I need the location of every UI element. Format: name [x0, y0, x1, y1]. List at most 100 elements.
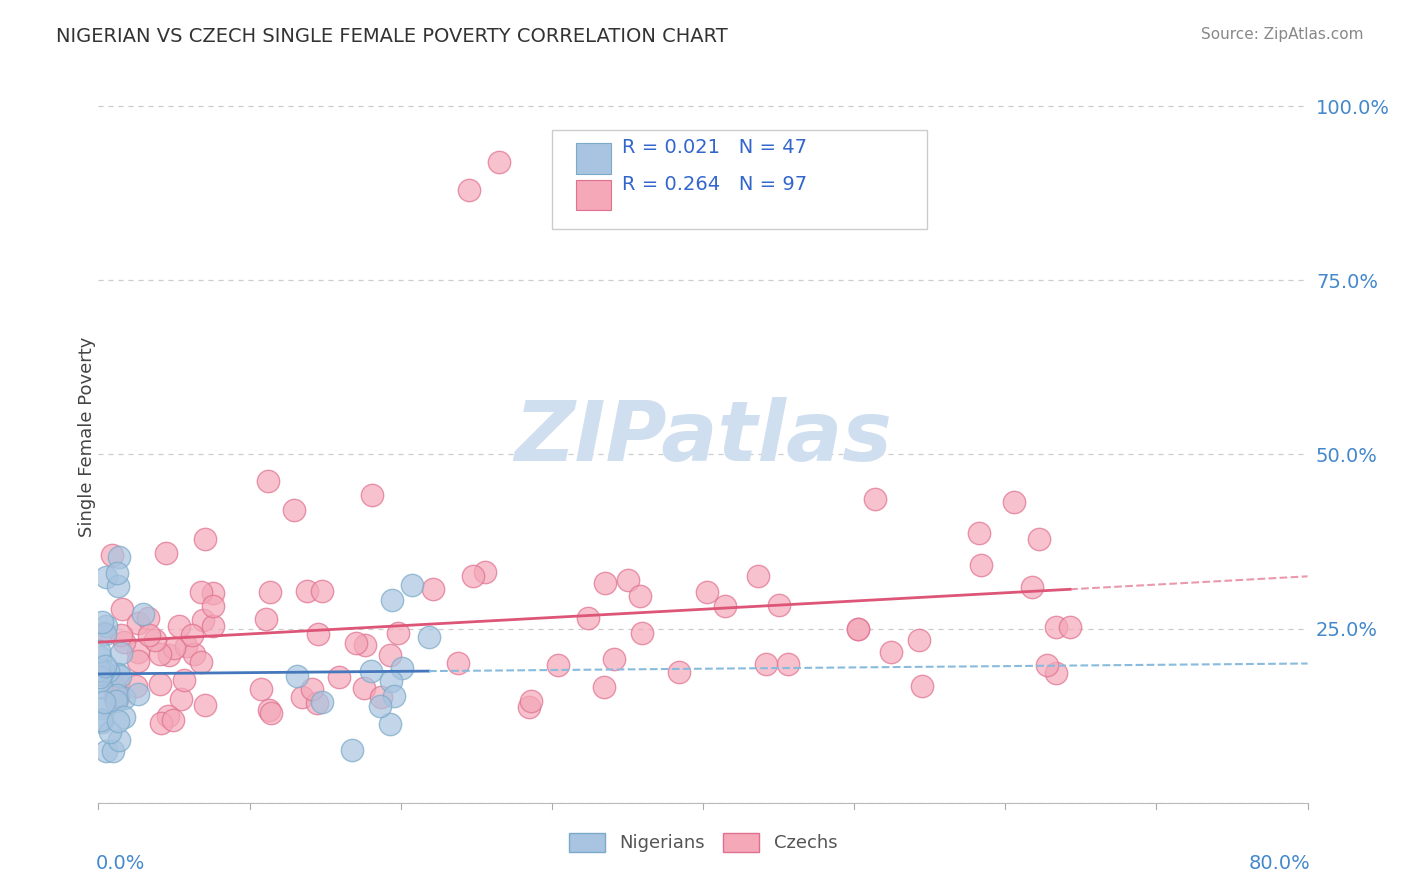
Point [1036, 658, 1059, 673]
Text: 80.0%: 80.0% [1249, 854, 1310, 873]
Point [254, 611, 277, 625]
Point [149, 648, 172, 662]
Point [259, 585, 281, 599]
Point [107, 714, 129, 728]
Point [576, 611, 599, 625]
Point [519, 700, 541, 714]
Point [354, 639, 377, 653]
Point [103, 679, 125, 693]
Point [127, 687, 149, 701]
Point [94, 658, 117, 673]
Point [105, 566, 128, 581]
Legend: Nigerians, Czechs: Nigerians, Czechs [561, 826, 845, 860]
Text: R = 0.264   N = 97: R = 0.264 N = 97 [621, 175, 807, 194]
Point [170, 692, 193, 706]
Point [260, 706, 283, 721]
Point [256, 474, 278, 488]
Point [382, 689, 405, 703]
Point [162, 713, 184, 727]
Point [307, 696, 329, 710]
Point [250, 681, 273, 696]
Point [846, 622, 869, 636]
Point [155, 546, 177, 560]
Point [344, 636, 367, 650]
Point [91, 626, 114, 640]
Point [110, 628, 132, 642]
Point [1045, 666, 1067, 681]
Point [91, 700, 114, 714]
FancyBboxPatch shape [551, 130, 927, 228]
Point [105, 688, 128, 702]
Text: Source: ZipAtlas.com: Source: ZipAtlas.com [1201, 27, 1364, 42]
Text: NIGERIAN VS CZECH SINGLE FEMALE POVERTY CORRELATION CHART: NIGERIAN VS CZECH SINGLE FEMALE POVERTY … [56, 27, 728, 45]
Point [105, 694, 128, 708]
Point [328, 670, 350, 684]
Point [360, 664, 382, 678]
Point [114, 710, 136, 724]
Point [970, 558, 993, 572]
Point [107, 676, 129, 690]
Point [138, 628, 160, 642]
Point [136, 611, 159, 625]
Text: ZIPatlas: ZIPatlas [515, 397, 891, 477]
Point [167, 618, 190, 632]
Point [145, 633, 167, 648]
Point [90, 667, 112, 681]
Point [520, 694, 543, 708]
Point [696, 585, 718, 599]
Point [191, 613, 214, 627]
Point [378, 717, 401, 731]
Point [378, 648, 401, 663]
Point [94, 744, 117, 758]
Point [93, 695, 115, 709]
Point [89, 669, 111, 683]
Point [201, 619, 224, 633]
Point [190, 656, 212, 670]
Point [616, 574, 638, 588]
Point [311, 583, 333, 598]
Point [908, 633, 931, 648]
Point [474, 566, 496, 580]
Point [150, 716, 173, 731]
Point [149, 677, 172, 691]
Point [593, 575, 616, 590]
Point [391, 661, 413, 675]
Point [911, 679, 934, 693]
Point [848, 622, 870, 636]
Point [295, 584, 318, 599]
Point [768, 599, 790, 613]
Point [387, 625, 409, 640]
Point [163, 640, 186, 655]
Point [110, 669, 132, 683]
Point [1045, 620, 1067, 634]
Point [112, 690, 135, 705]
Point [90, 713, 112, 727]
Point [457, 183, 479, 197]
Point [301, 682, 323, 697]
Point [110, 646, 132, 660]
Point [98, 725, 121, 739]
Point [97, 664, 120, 678]
Point [127, 644, 149, 658]
Point [125, 679, 148, 693]
Point [755, 657, 778, 672]
Point [370, 690, 392, 705]
Point [173, 673, 195, 687]
Point [1021, 580, 1043, 594]
Point [107, 579, 129, 593]
Point [89, 649, 111, 664]
Point [401, 578, 423, 592]
Point [94, 619, 117, 633]
Point [190, 584, 212, 599]
Point [90, 615, 112, 629]
Point [96, 570, 118, 584]
Point [311, 695, 333, 709]
Point [381, 593, 404, 607]
Point [291, 690, 314, 704]
Point [714, 599, 737, 614]
Point [747, 568, 769, 582]
Point [91, 715, 114, 730]
Point [628, 590, 651, 604]
Text: R = 0.021   N = 47: R = 0.021 N = 47 [621, 138, 807, 157]
Point [668, 665, 690, 679]
